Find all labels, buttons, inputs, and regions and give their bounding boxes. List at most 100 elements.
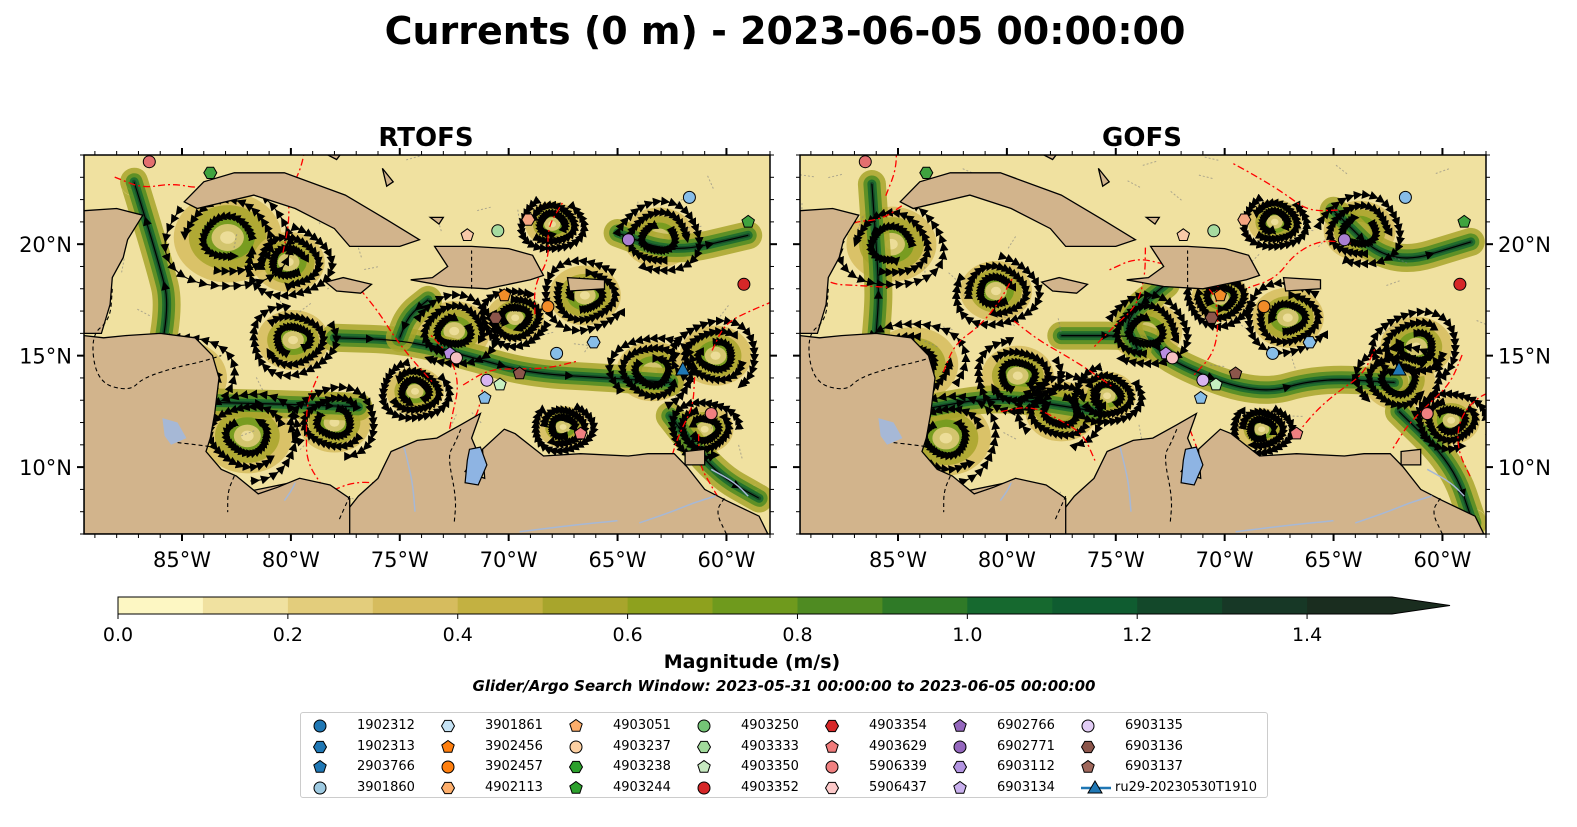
legend-marker bbox=[313, 719, 327, 733]
legend-label: 3902456 bbox=[485, 738, 543, 754]
float-marker-ru29-gofs bbox=[1391, 360, 1407, 376]
colorbar-segment bbox=[882, 597, 968, 614]
speed-field-gofs bbox=[800, 155, 1501, 534]
legend-marker-circle bbox=[953, 740, 967, 753]
colorbar-segment bbox=[372, 597, 459, 614]
legend-marker bbox=[313, 740, 328, 753]
country-border-gofs bbox=[808, 288, 938, 390]
colorbar-tick-label: 0.4 bbox=[443, 624, 473, 646]
legend-marker bbox=[441, 739, 455, 753]
front-line-gofs bbox=[1013, 320, 1115, 389]
legend-label: 4903237 bbox=[613, 738, 671, 754]
eddy-ring-gofs-2 bbox=[1012, 371, 1023, 380]
float-marker-4903250-rtofs bbox=[491, 224, 505, 238]
country-border-rtofs bbox=[338, 495, 351, 522]
lake-maracaibo-gofs bbox=[1180, 446, 1204, 486]
float-marker-6903136-gofs bbox=[1204, 311, 1219, 324]
river-rtofs bbox=[710, 468, 749, 497]
streamline-rtofs bbox=[249, 302, 342, 381]
streamline-jet-gofs-4 bbox=[1123, 283, 1167, 350]
legend-marker-hexagon bbox=[825, 719, 840, 733]
legend-marker bbox=[953, 780, 967, 794]
float-marker-4903350-gofs bbox=[1209, 377, 1223, 391]
colorbar-tick-label: 0.0 bbox=[103, 624, 133, 646]
legend-marker-hexagon bbox=[953, 760, 968, 774]
land-trinidad-rtofs bbox=[684, 448, 706, 466]
y-tick-label-gofs: 15°N bbox=[1498, 345, 1551, 369]
lake-maracaibo-rtofs bbox=[464, 446, 488, 486]
river-gofs bbox=[1119, 446, 1132, 512]
float-marker-2903766-gofs bbox=[858, 155, 872, 169]
legend-marker-pentagon bbox=[313, 759, 327, 773]
front-line-gofs bbox=[1391, 354, 1463, 451]
streamline-rtofs bbox=[244, 222, 337, 301]
panel-border-gofs bbox=[799, 154, 1487, 535]
legend-marker-circle bbox=[569, 740, 583, 753]
x-tick-label-gofs: 65°W bbox=[1305, 548, 1363, 572]
streamline-gofs bbox=[1070, 362, 1147, 427]
x-tick-label-gofs: 80°W bbox=[978, 548, 1036, 572]
front-line-rtofs bbox=[325, 481, 443, 500]
river-gofs bbox=[999, 481, 1012, 502]
float-marker-6903112-gofs bbox=[1196, 373, 1210, 387]
colorbar-ramp: 0.0 0.2 0.4 0.6 0.8 1.0 1.2 1.4 bbox=[103, 596, 1451, 646]
float-marker-3901861-gofs bbox=[1398, 190, 1412, 204]
streamline-jet-gofs-2 bbox=[923, 398, 1097, 412]
land-yucatan-rtofs bbox=[84, 207, 144, 335]
float-marker-6902771-gofs bbox=[1337, 233, 1351, 247]
legend-marker-hexagon bbox=[569, 760, 584, 774]
colorbar-tick-label: 1.4 bbox=[1292, 624, 1322, 646]
streamline-jet-rtofs-1 bbox=[334, 334, 671, 385]
colorbar-tick-label: 1.0 bbox=[952, 624, 982, 646]
land-bahamas1-gofs bbox=[1042, 155, 1057, 161]
river-rtofs bbox=[639, 495, 717, 524]
y-tick-label-gofs: 20°N bbox=[1498, 233, 1551, 257]
colorbar-segment bbox=[118, 597, 204, 614]
legend-marker-pentagon bbox=[953, 718, 967, 732]
streamline-rtofs bbox=[612, 196, 705, 276]
legend-label: 4903333 bbox=[741, 738, 799, 754]
land-jamaica-gofs bbox=[1040, 276, 1089, 294]
legend-marker-circle bbox=[313, 781, 327, 794]
float-marker-5906437-gofs bbox=[1165, 351, 1179, 365]
float-marker-3902456-rtofs bbox=[497, 288, 512, 302]
x-tick-label-rtofs: 80°W bbox=[262, 548, 320, 572]
legend-label: 4903350 bbox=[741, 759, 799, 774]
float-marker-6903135-gofs bbox=[1489, 256, 1501, 268]
eddy-ring-gofs-15 bbox=[1447, 416, 1456, 424]
land-hispaniola-rtofs bbox=[410, 245, 545, 290]
x-tick-label-rtofs: 75°W bbox=[371, 548, 429, 572]
land-puertorico-gofs bbox=[1282, 276, 1322, 292]
eddy-ring-rtofs-15 bbox=[700, 425, 709, 433]
float-marker-4903629-rtofs bbox=[573, 426, 588, 440]
colorbar-segment bbox=[542, 597, 629, 614]
legend-marker-hexagon bbox=[1081, 740, 1096, 753]
y-tick-label-rtofs: 15°N bbox=[19, 345, 72, 369]
front-line-rtofs bbox=[429, 333, 458, 444]
country-border-gofs bbox=[893, 442, 930, 448]
legend-marker bbox=[313, 781, 327, 794]
country-border-rtofs bbox=[177, 442, 214, 448]
legend-marker-circle bbox=[825, 760, 839, 774]
float-marker-4903352-gofs bbox=[1453, 277, 1467, 291]
legend-marker bbox=[441, 781, 456, 794]
country-border-rtofs bbox=[717, 497, 727, 534]
x-tick-label-rtofs: 85°W bbox=[153, 548, 211, 572]
colorbar-tick-label: 0.8 bbox=[782, 624, 812, 646]
front-line-rtofs bbox=[462, 360, 579, 386]
map-panel-gofs: GOFS 85°W 80°W 75°W 70°W 65°W 60°W 20°N 15°N 10°… bbox=[793, 123, 1551, 572]
country-border-gofs bbox=[1054, 495, 1067, 522]
streamline-gofs bbox=[951, 251, 1045, 330]
streamline-gofs bbox=[1367, 307, 1460, 381]
front-line-rtofs bbox=[305, 374, 324, 488]
legend-label: 6903134 bbox=[997, 779, 1055, 795]
colorbar-segment bbox=[202, 597, 289, 614]
streamline-gofs bbox=[1313, 189, 1405, 269]
float-marker-4903350-rtofs bbox=[493, 377, 507, 391]
float-legend: 1902312 1902313 2903766 3901860 3901861 39024… bbox=[300, 712, 1268, 798]
legend-label: 1902312 bbox=[357, 718, 415, 733]
x-tick-label-gofs: 75°W bbox=[1087, 548, 1145, 572]
land-inagua-gofs bbox=[1144, 216, 1161, 226]
land-bahamas2-rtofs bbox=[381, 167, 395, 188]
